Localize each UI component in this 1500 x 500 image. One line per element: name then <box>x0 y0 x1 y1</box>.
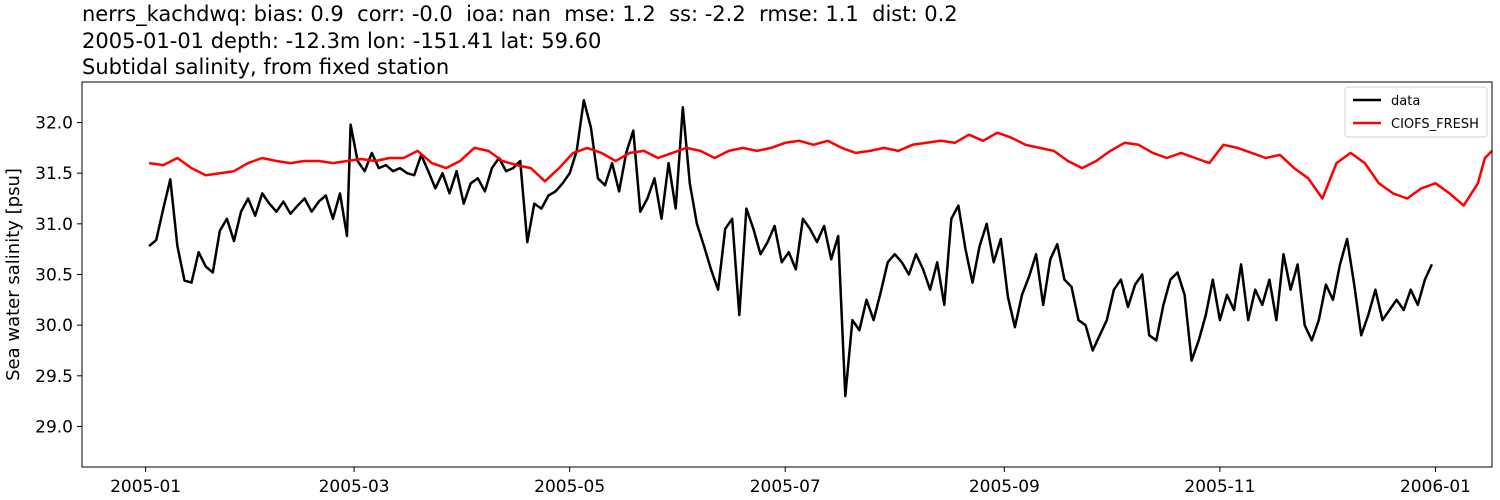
legend-label: data <box>1391 94 1420 109</box>
x-tick-label: 2005-11 <box>1184 477 1255 497</box>
y-tick-label: 31.0 <box>35 215 73 235</box>
chart-title-stats: nerrs_kachdwq: bias: 0.9 corr: -0.0 ioa:… <box>82 2 958 26</box>
y-tick-label: 30.0 <box>35 316 73 336</box>
series-line-ciofs-fresh <box>148 131 1493 207</box>
y-axis-label: Sea water salinity [psu] <box>3 168 24 381</box>
x-tick-label: 2005-09 <box>969 477 1040 497</box>
axes-layer: 2005-01 2005-03 2005-05 2005-07 2005-09 2005-… <box>35 114 1471 497</box>
chart-title-location: 2005-01-01 depth: -12.3m lon: -151.41 la… <box>82 29 602 53</box>
y-tick-label: 30.5 <box>35 266 73 286</box>
chart-title-description: Subtidal salinity, from fixed station <box>82 55 450 79</box>
y-tick-label: 31.5 <box>35 164 73 184</box>
series-line-data <box>148 98 1434 398</box>
y-tick-label: 29.0 <box>35 417 73 437</box>
plot-frame <box>81 81 1493 468</box>
y-tick-label: 32.0 <box>35 114 73 134</box>
y-tick-label: 29.5 <box>35 367 73 387</box>
x-tick-label: 2005-01 <box>110 477 181 497</box>
series-layer <box>148 98 1493 398</box>
legend-label: CIOFS_FRESH <box>1391 117 1479 132</box>
x-tick-label: 2005-05 <box>534 477 605 497</box>
x-tick-label: 2005-03 <box>319 477 390 497</box>
x-tick-label: 2006-01 <box>1400 477 1471 497</box>
x-tick-label: 2005-07 <box>750 477 821 497</box>
legend: data CIOFS_FRESH <box>1344 86 1488 138</box>
